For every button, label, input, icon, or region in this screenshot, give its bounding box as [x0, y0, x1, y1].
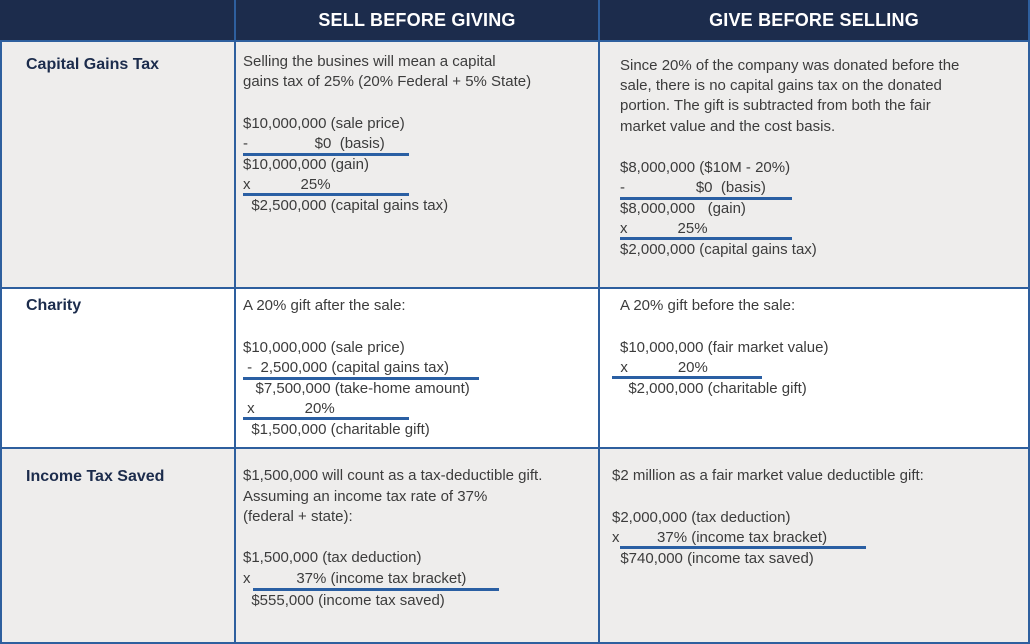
charity-give-intro-1: A 20% gift before the sale: [620, 297, 796, 314]
income-tax-sell-line-3: $555,000 (income tax saved) [243, 592, 445, 609]
row-label-income-tax: Income Tax Saved [26, 468, 165, 485]
charity-sell-line-4: x 20% [243, 400, 335, 417]
income-tax-give-intro-1: $2 million as a fair market value deduct… [612, 467, 924, 484]
income-tax-sell-intro-3: (federal + state): [243, 508, 353, 525]
charity-give-line-1: $10,000,000 (fair market value) [620, 339, 829, 356]
income-tax-sell-line-1: $1,500,000 (tax deduction) [243, 549, 422, 566]
charity-give-cell [600, 289, 1030, 449]
income-tax-sell-line-2: x 37% (income tax bracket) [243, 570, 467, 587]
capital-gains-sell-cell [236, 42, 600, 289]
charity-sell-line-2: - 2,500,000 (capital gains tax) [243, 359, 449, 376]
capital-gains-give-line-3: $8,000,000 (gain) [620, 200, 746, 217]
charity-give-line-2: x 20% [612, 359, 708, 376]
capital-gains-sell-line-5: $2,500,000 (capital gains tax) [243, 197, 449, 214]
capital-gains-give-line-5: $2,000,000 (capital gains tax) [620, 241, 817, 258]
capital-gains-give-cell [600, 42, 1030, 289]
income-tax-sell-cell [236, 449, 600, 644]
income-tax-sell-intro-2: Assuming an income tax rate of 37% [243, 488, 488, 505]
underline [612, 376, 762, 379]
capital-gains-give-intro-3: portion. The gift is subtracted from bot… [620, 97, 931, 114]
underline [253, 588, 499, 591]
capital-gains-sell-intro-1: Selling the busines will mean a capital [243, 53, 496, 70]
row-charity-label-cell [0, 289, 236, 449]
underline [243, 193, 409, 196]
row-capital-gains-label-cell [0, 42, 236, 289]
underline [243, 417, 409, 420]
header-sell-before-giving: SELL BEFORE GIVING [236, 0, 600, 42]
row-income-tax-label-cell [0, 449, 236, 644]
capital-gains-sell-intro-2: gains tax of 25% (20% Federal + 5% State… [243, 73, 532, 90]
underline [243, 153, 409, 156]
income-tax-give-line-3: $740,000 (income tax saved) [612, 550, 814, 567]
capital-gains-sell-line-3: $10,000,000 (gain) [243, 156, 369, 173]
charity-sell-cell [236, 289, 600, 449]
capital-gains-give-intro-1: Since 20% of the company was donated bef… [620, 57, 960, 74]
capital-gains-give-line-2: - $0 (basis) [620, 179, 766, 196]
capital-gains-sell-line-1: $10,000,000 (sale price) [243, 115, 405, 132]
income-tax-give-line-2: x 37% (income tax bracket) [612, 529, 828, 546]
capital-gains-give-intro-4: market value and the cost basis. [620, 118, 836, 135]
capital-gains-sell-line-2: - $0 (basis) [243, 135, 385, 152]
charity-sell-line-5: $1,500,000 (charitable gift) [243, 421, 430, 438]
underline [620, 197, 792, 200]
capital-gains-give-line-1: $8,000,000 ($10M - 20%) [620, 159, 791, 176]
capital-gains-sell-line-4: x 25% [243, 176, 331, 193]
income-tax-sell-intro-1: $1,500,000 will count as a tax-deductibl… [243, 467, 543, 484]
row-label-charity: Charity [26, 297, 82, 314]
charity-give-line-3: $2,000,000 (charitable gift) [620, 380, 807, 397]
income-tax-give-line-1: $2,000,000 (tax deduction) [612, 509, 791, 526]
underline [243, 377, 479, 380]
header-corner [0, 0, 236, 42]
capital-gains-give-line-4: x 25% [620, 220, 708, 237]
charity-sell-line-3: $7,500,000 (take-home amount) [243, 380, 470, 397]
charity-sell-intro-1: A 20% gift after the sale: [243, 297, 406, 314]
underline [620, 546, 866, 549]
header-give-before-selling: GIVE BEFORE SELLING [600, 0, 1030, 42]
capital-gains-give-intro-2: sale, there is no capital gains tax on t… [620, 77, 942, 94]
charity-sell-line-1: $10,000,000 (sale price) [243, 339, 405, 356]
underline [620, 237, 792, 240]
row-label-capital-gains: Capital Gains Tax [26, 56, 160, 73]
